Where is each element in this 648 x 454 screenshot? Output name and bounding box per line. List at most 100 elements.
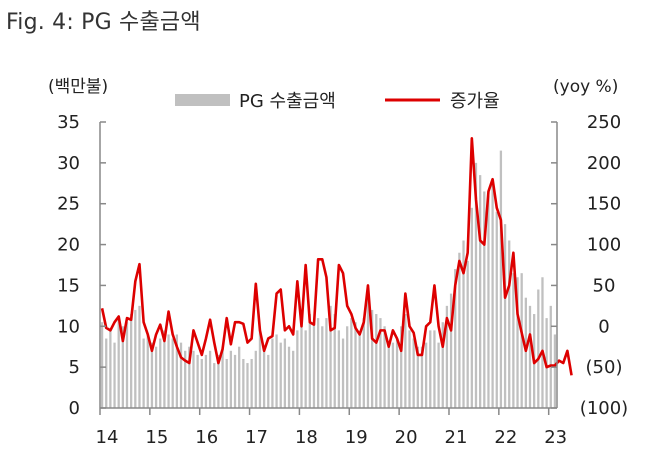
- bar-1: [105, 338, 108, 408]
- bar-27: [213, 363, 216, 408]
- bar-22: [192, 350, 195, 408]
- figure-title: Fig. 4: PG 수출금액: [6, 10, 201, 35]
- bar-61: [354, 322, 357, 408]
- bar-94: [491, 183, 494, 408]
- bar-96: [499, 150, 503, 408]
- bar-62: [358, 334, 361, 408]
- x-tick-label-2: 16: [195, 427, 218, 448]
- bar-19: [179, 342, 183, 408]
- bar-64: [366, 297, 370, 408]
- bar-67: [379, 318, 382, 408]
- axes-layer: 0 5 10 15 20 25 30 35 (100) (50) 0 50 100 150 200 250 14…: [57, 112, 628, 448]
- bar-8: [134, 309, 137, 408]
- right-tick-label-2: 0: [598, 316, 609, 337]
- bar-28: [217, 354, 220, 408]
- legend-bar-swatch: [175, 94, 230, 106]
- x-tick-label-8: 22: [494, 427, 517, 448]
- bar-35: [246, 363, 249, 408]
- bar-63: [362, 318, 365, 408]
- x-tick-label-4: 18: [295, 427, 318, 448]
- right-tick-label-1: (50): [586, 357, 623, 378]
- bar-18: [175, 334, 179, 408]
- right-tick-label-4: 100: [587, 235, 621, 256]
- bar-95: [495, 211, 498, 408]
- bar-109: [553, 334, 557, 408]
- bar-14: [159, 338, 162, 408]
- bar-56: [333, 314, 336, 408]
- bar-106: [541, 277, 544, 408]
- bar-103: [528, 305, 532, 408]
- x-tick-label-1: 15: [145, 427, 168, 448]
- bar-59: [346, 326, 349, 408]
- bar-9: [138, 305, 141, 408]
- bar-85: [454, 269, 457, 408]
- bar-75: [412, 338, 415, 408]
- bar-32: [233, 354, 237, 408]
- bar-40: [267, 354, 270, 408]
- bar-51: [312, 322, 316, 408]
- bar-2: [109, 330, 112, 408]
- right-tick-label-3: 50: [593, 275, 616, 296]
- bar-12: [150, 342, 154, 408]
- bar-55: [329, 305, 332, 408]
- bar-17: [171, 338, 174, 408]
- right-tick-label-7: 250: [587, 112, 621, 133]
- bar-105: [537, 289, 540, 408]
- bar-58: [341, 338, 345, 408]
- legend-line-label: 증가율: [450, 91, 500, 112]
- bar-41: [271, 338, 274, 408]
- bar-73: [404, 314, 407, 408]
- left-tick-label-7: 35: [57, 112, 80, 133]
- bar-66: [375, 314, 378, 408]
- bar-100: [516, 277, 519, 408]
- bar-91: [479, 175, 482, 408]
- bar-21: [188, 346, 191, 408]
- bar-33: [238, 346, 241, 408]
- left-tick-label-0: 0: [69, 398, 80, 419]
- bars-layer: [100, 150, 557, 408]
- legend: PG 수출금액 증가율: [175, 91, 500, 112]
- bar-42: [275, 334, 278, 408]
- bar-76: [416, 346, 419, 408]
- bar-87: [462, 240, 465, 408]
- yoy-line: [100, 137, 573, 376]
- legend-bar-label: PG 수출금액: [239, 91, 336, 112]
- bar-69: [387, 342, 390, 408]
- bar-89: [470, 207, 473, 408]
- bar-60: [350, 318, 353, 408]
- bar-81: [437, 342, 440, 408]
- bar-86: [458, 252, 461, 408]
- bar-47: [296, 330, 299, 408]
- left-axis-label: (백만불): [48, 77, 108, 97]
- bar-49: [304, 330, 307, 408]
- right-axis-label: (yoy %): [553, 77, 618, 97]
- bar-70: [391, 342, 395, 408]
- left-tick-label-5: 25: [57, 194, 80, 215]
- bar-23: [196, 354, 199, 408]
- bar-10: [142, 338, 145, 408]
- bar-48: [300, 326, 303, 408]
- x-tick-label-7: 21: [445, 427, 468, 448]
- bar-72: [400, 326, 403, 408]
- line-layer: [100, 137, 573, 376]
- bar-0: [100, 322, 104, 408]
- bar-11: [146, 334, 149, 408]
- bar-71: [395, 338, 399, 408]
- x-tick-label-9: 23: [544, 427, 567, 448]
- bar-38: [258, 330, 262, 408]
- bar-13: [154, 346, 158, 408]
- bar-108: [549, 305, 552, 408]
- bar-3: [113, 342, 116, 408]
- bar-29: [221, 346, 224, 408]
- bar-93: [487, 195, 490, 408]
- bar-101: [520, 273, 523, 408]
- bar-46: [292, 350, 295, 408]
- bar-45: [287, 346, 291, 408]
- bar-6: [125, 322, 129, 408]
- bar-77: [420, 346, 424, 408]
- left-tick-label-1: 5: [69, 357, 80, 378]
- left-tick-label-2: 10: [57, 316, 80, 337]
- bar-52: [316, 318, 320, 408]
- bar-50: [308, 314, 311, 408]
